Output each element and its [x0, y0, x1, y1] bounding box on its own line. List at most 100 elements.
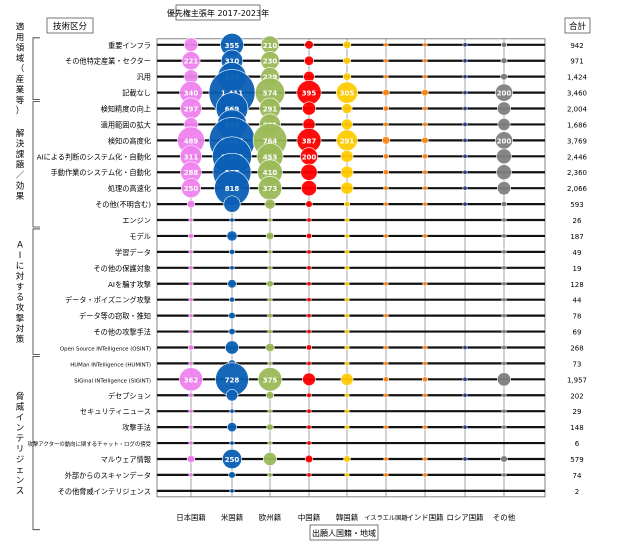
- bubble: [306, 440, 312, 446]
- bubble-value-label: 200: [497, 90, 512, 98]
- row-total: 3,460: [567, 90, 587, 98]
- bubble: [422, 472, 428, 478]
- bubble: [227, 279, 237, 289]
- column-label: 欧州籍: [259, 513, 281, 522]
- bubble-value-label: 373: [263, 185, 278, 193]
- bubble: [344, 249, 350, 255]
- group-bracket: [32, 101, 40, 228]
- bubble-value-label: 291: [340, 137, 355, 145]
- bubble: [383, 58, 389, 64]
- row-total: 971: [570, 58, 583, 66]
- row-total: 19: [573, 265, 582, 273]
- bubble: [462, 376, 468, 382]
- row-label: 検知の高度化: [108, 136, 151, 145]
- row-total: 148: [570, 424, 583, 432]
- bubble: [496, 164, 512, 181]
- bubble: [186, 454, 196, 464]
- row-label: 検知精度の向上: [101, 105, 151, 114]
- bubble: [306, 297, 312, 303]
- bubble-value-label: 221: [184, 58, 199, 66]
- bubble: [188, 249, 194, 255]
- row-label: 汎用: [137, 73, 151, 82]
- bubble: [383, 281, 389, 287]
- bubble: [229, 265, 235, 271]
- bubble: [186, 199, 196, 209]
- bubble: [462, 424, 468, 430]
- bubble: [305, 232, 313, 239]
- bubble: [501, 297, 507, 303]
- bubble: [267, 472, 273, 478]
- bubble: [187, 232, 195, 239]
- bubble: [383, 392, 389, 398]
- bubble-value-label: 340: [184, 90, 199, 98]
- bubble: [383, 74, 389, 80]
- bubble: [501, 281, 507, 287]
- bubble-value-label: 297: [184, 106, 199, 114]
- bubble: [188, 281, 194, 287]
- bubble: [228, 311, 236, 320]
- bubble: [188, 392, 194, 398]
- row-total: 78: [573, 313, 582, 321]
- bubble: [422, 105, 428, 112]
- row-label: その他(不明含む): [95, 200, 151, 209]
- bubble: [340, 149, 354, 163]
- bubble: [304, 454, 314, 464]
- bubble: [300, 180, 318, 197]
- row-label: その他特定産業・セクター: [65, 57, 151, 66]
- bubble: [305, 344, 313, 351]
- bubble: [422, 281, 428, 287]
- row-total: 1,957: [567, 376, 587, 384]
- bubble: [267, 328, 273, 335]
- bubble: [462, 42, 468, 48]
- bubble: [382, 105, 390, 112]
- bubble: [266, 280, 274, 288]
- group-label: 脅威インテリジェンス: [16, 391, 25, 497]
- bubble-value-label: 310: [225, 58, 240, 66]
- bubble: [305, 200, 313, 208]
- bubble: [462, 456, 468, 462]
- bubble: [462, 153, 468, 159]
- bubble: [501, 424, 507, 430]
- bubble: [422, 42, 428, 48]
- x-axis-title-box: [309, 524, 379, 541]
- row-total: 49: [573, 249, 582, 257]
- row-label: Open Source INTelligence (OSINT): [60, 346, 151, 352]
- bubble-value-label: 210: [263, 42, 278, 50]
- bubble: [265, 231, 275, 241]
- row-totals: 942 971 1,424 3,460 2,004 1,686 3,769 2,446 2,36…: [567, 42, 588, 496]
- group-label: 適用領域（産業等）: [16, 22, 25, 117]
- bubble: [340, 181, 354, 195]
- bubble-value-label: 574: [263, 90, 278, 98]
- bubble: [422, 392, 428, 398]
- bubble: [383, 344, 389, 350]
- bubble-value-label: 410: [263, 169, 278, 177]
- bubble: [462, 392, 468, 398]
- chart-title: 優先権主張年 2017-2023年: [167, 8, 269, 18]
- bubble-value-label: 375: [263, 376, 278, 384]
- bubble-value-label: 250: [225, 456, 240, 464]
- bubble: [500, 41, 508, 48]
- bubble: [188, 329, 194, 335]
- bubble: [267, 265, 273, 271]
- bubble: [500, 455, 508, 463]
- bubble: [344, 265, 350, 271]
- bubble: [267, 217, 273, 223]
- bubble: [228, 471, 236, 479]
- bubble: [306, 265, 312, 271]
- column-label: ロシア国籍: [447, 513, 484, 522]
- bubble: [501, 329, 507, 335]
- bubble: [344, 392, 350, 398]
- row-label: 処理の高速化: [108, 184, 151, 193]
- row-total: 1,686: [567, 121, 588, 129]
- bubble-value-label: 200: [302, 153, 317, 161]
- bubble: [383, 472, 389, 478]
- bubble-value-label: 200: [497, 137, 512, 145]
- bubble: [188, 360, 194, 366]
- bubble-value-label: 305: [340, 90, 355, 98]
- bubble: [343, 201, 351, 208]
- bubble: [342, 40, 352, 49]
- bubble: [500, 201, 508, 208]
- bubble-value-label: 311: [184, 153, 199, 161]
